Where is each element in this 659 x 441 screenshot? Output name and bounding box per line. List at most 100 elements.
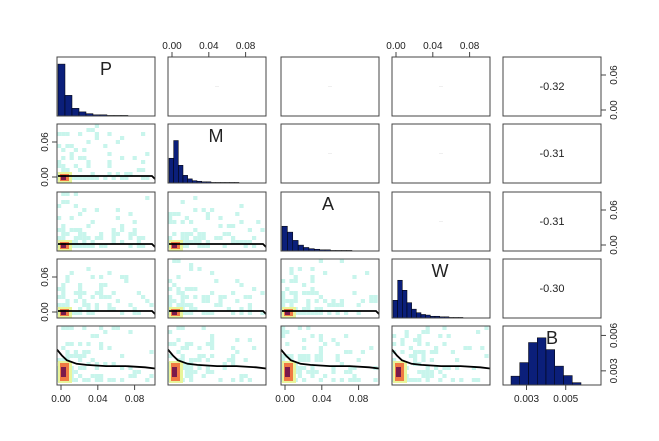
density-cell <box>421 354 426 358</box>
density-cell <box>189 220 194 224</box>
smooth-fit-line <box>169 243 267 248</box>
density-cell <box>421 358 426 362</box>
density-cell <box>369 346 374 350</box>
density-cell <box>69 228 74 232</box>
density-cell <box>145 152 150 156</box>
density-cell <box>82 148 87 152</box>
density-cell <box>172 342 177 346</box>
density-cell <box>306 354 311 358</box>
density-cell <box>111 236 116 240</box>
density-cell <box>314 370 319 374</box>
density-cell <box>94 362 99 366</box>
density-cell <box>306 370 311 374</box>
density-cell <box>293 299 298 303</box>
density-cell <box>210 271 215 275</box>
density-cell <box>210 291 215 295</box>
density-cell <box>281 334 286 338</box>
density-cell <box>289 354 294 358</box>
density-cell <box>61 303 66 307</box>
density-cell <box>323 342 328 346</box>
density-cell <box>281 291 286 295</box>
density-cell <box>65 326 70 330</box>
density-cell <box>356 358 361 362</box>
density-peak <box>396 367 401 377</box>
density-cell <box>184 295 189 299</box>
density-cell <box>318 350 323 354</box>
density-cell <box>210 354 215 358</box>
density-cell <box>438 370 443 374</box>
density-cell <box>128 303 133 307</box>
density-cell <box>132 311 137 315</box>
density-cell <box>65 354 70 358</box>
density-cell <box>94 366 99 370</box>
upper-panel-mark: ···· <box>328 85 332 89</box>
density-cell <box>314 307 319 311</box>
density-cell <box>480 346 485 350</box>
density-cell <box>145 176 150 180</box>
density-cell <box>344 370 349 374</box>
density-cell <box>90 295 95 299</box>
density-cell <box>82 240 87 244</box>
hist-bar-W <box>397 279 403 319</box>
density-cell <box>65 275 70 279</box>
density-cell <box>57 295 62 299</box>
density-cell <box>115 172 120 176</box>
density-cell <box>90 244 95 248</box>
density-cell <box>425 378 430 382</box>
density-cell <box>421 330 426 334</box>
density-cell <box>201 311 206 315</box>
density-cell <box>239 283 244 287</box>
density-cell <box>132 370 137 374</box>
density-cell <box>82 291 87 295</box>
density-cell <box>331 366 336 370</box>
density-cell <box>78 228 83 232</box>
panel-P-W: ···· <box>391 56 491 117</box>
density-cell <box>141 295 146 299</box>
panel-frame <box>56 56 156 117</box>
density-cell <box>193 358 198 362</box>
density-cell <box>310 275 315 279</box>
density-cell <box>111 307 116 311</box>
panel-frame <box>391 191 491 252</box>
density-cell <box>193 370 198 374</box>
density-cell <box>189 267 194 271</box>
hist-bar-W <box>392 300 398 319</box>
density-cell <box>69 326 74 330</box>
density-cell <box>61 326 66 330</box>
density-cell <box>348 366 353 370</box>
density-cell <box>434 366 439 370</box>
density-cell <box>120 311 125 315</box>
panel-frame <box>167 191 267 252</box>
density-cell <box>86 160 91 164</box>
density-cell <box>65 232 70 236</box>
density-cell <box>189 374 194 378</box>
density-cell <box>136 236 141 240</box>
density-cell <box>86 303 91 307</box>
density-cell <box>302 338 307 342</box>
density-cell <box>429 370 434 374</box>
density-cell <box>141 176 146 180</box>
density-cell <box>293 279 298 283</box>
density-cell <box>356 378 361 382</box>
density-cell <box>107 271 112 275</box>
density-cell <box>425 366 430 370</box>
density-cell <box>327 311 332 315</box>
smooth-fit-line <box>58 175 156 180</box>
density-cell <box>189 378 194 382</box>
density-cell <box>168 303 173 307</box>
density-cell <box>306 326 311 330</box>
density-cell <box>176 291 181 295</box>
density-cell <box>141 236 146 240</box>
density-cell <box>57 236 62 240</box>
density-cell <box>172 299 177 303</box>
density-cell <box>310 287 315 291</box>
density-cell <box>99 283 104 287</box>
density-cell <box>180 232 185 236</box>
density-cell <box>90 220 95 224</box>
density-cell <box>425 374 430 378</box>
density-cell <box>94 124 99 128</box>
density-cell <box>392 342 397 346</box>
correlation-M-B: -0.31 <box>539 148 564 160</box>
density-cell <box>90 358 95 362</box>
density-cell <box>302 283 307 287</box>
